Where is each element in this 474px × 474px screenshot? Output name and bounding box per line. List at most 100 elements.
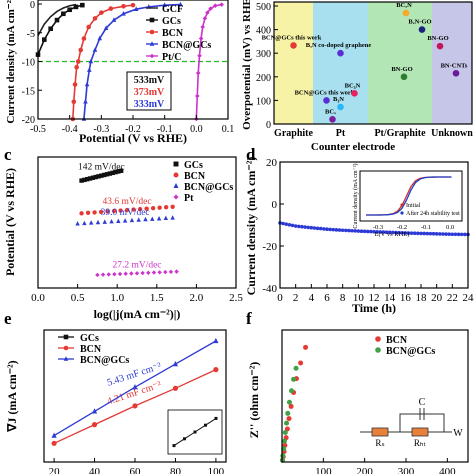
panel-d-point: [328, 227, 332, 232]
panel-c-point: [131, 207, 136, 212]
panel-a-point: [195, 70, 201, 76]
panel-a-overpotential-value: 373mV: [134, 87, 165, 98]
panel-d-ytick-label: 20: [266, 157, 278, 169]
panel-d-inset-legend-label: After 24h stability test: [406, 210, 460, 217]
panel-c-point: [109, 219, 114, 224]
panel-b-ytick-label: 100: [256, 96, 271, 107]
panel-a-legend-marker: [149, 17, 155, 23]
panel-c-frame: [37, 156, 237, 289]
panel-e-inset-point: [214, 416, 218, 420]
panel-d-inset-legend-marker: [400, 203, 404, 207]
panel-b-point: [351, 90, 358, 97]
panel-c-point: [95, 272, 100, 278]
panel-e-legend-marker: [63, 334, 69, 340]
panel-a-legend-marker: [149, 29, 155, 35]
panel-d-point: [369, 229, 373, 234]
panel-c-point: [116, 218, 121, 223]
panel-e-xtick-label: 20: [49, 466, 61, 474]
panel-d-point: [459, 232, 464, 237]
panel-f-xtick-label: 300: [398, 466, 415, 474]
panel-d-point: [300, 224, 304, 229]
panel-d-xtick-label: 2: [293, 292, 299, 304]
panel-d-inset-legend-label: Initial: [406, 203, 421, 209]
panel-b-category-band: [368, 2, 432, 124]
panel-d-point: [406, 231, 411, 235]
panel-e-legend-label: BCN@GCs: [80, 355, 129, 366]
panel-d-point: [419, 231, 423, 236]
panel-d-ytick-label: 0: [272, 199, 278, 211]
panel-d-ytick-label: -40: [262, 283, 277, 295]
panel-d-inset-xtick-label: -0.2: [397, 224, 407, 231]
panel-f-point: [285, 410, 291, 416]
circuit-label-rs: Rₛ: [375, 438, 384, 448]
panel-a-xlabel: Potential (V vs RHE): [79, 131, 187, 145]
panel-d-point: [409, 231, 414, 235]
panel-a-ytick-label: -20: [22, 115, 35, 126]
panel-b-category-label: Unknown: [431, 128, 473, 139]
panel-c-point: [134, 271, 140, 276]
panel-d-point: [412, 231, 417, 236]
panel-f-xtick-label: 200: [356, 466, 373, 474]
panel-a-legend-marker: [149, 53, 155, 59]
panel-d-point: [322, 227, 326, 231]
panel-d-point: [416, 231, 420, 236]
panel-f-ylabel: Z'' (ohm cm⁻²): [247, 362, 261, 439]
panel-c-point: [92, 210, 97, 215]
panel-d-xtick-label: 6: [324, 292, 330, 304]
panel-b-point-label: BC₃N: [345, 82, 361, 89]
panel-d-point: [391, 230, 395, 235]
panel-d-point: [353, 229, 358, 233]
panel-a-legend-label: Pt/C: [162, 52, 181, 63]
panel-c-xtick-label: 0.5: [71, 292, 85, 304]
panel-c-point: [118, 168, 124, 173]
panel-c-point: [170, 204, 175, 209]
panel-f-point: [303, 344, 309, 350]
panel-c-point: [100, 272, 106, 277]
panel-b-point-label: BₓN-GO: [408, 19, 431, 26]
panel-d-point: [441, 232, 445, 236]
panel-f-legend-label: BCN@GCs: [386, 346, 435, 357]
panel-c-point: [79, 211, 84, 216]
panel-c-point: [101, 172, 107, 178]
panel-d-point: [284, 222, 289, 226]
panel-f-xtick-label: 100: [315, 466, 332, 474]
panel-c-point: [111, 208, 117, 214]
panel-c-slope-annotation: 27.2 mV/dec: [112, 260, 161, 270]
panel-f-point: [293, 365, 299, 371]
panel-a-point: [162, 2, 167, 7]
panel-d-point: [400, 231, 405, 235]
panel-a-chart: -0.5 -0.4 -0.3 -0.2 -0.1 0.0 0.1 0 -5 -10 -15 -20 Po…: [5, 0, 234, 145]
circuit-resistor-rs: [371, 427, 389, 437]
panel-d-point: [290, 223, 295, 228]
circuit-label-rct: Rₕₜ: [414, 438, 427, 448]
panel-e-inset-point: [183, 437, 186, 441]
panel-e-chart: 4.21 mF cm⁻²5.43 mF cm⁻²20 40 60 80 100∇J (m…: [5, 329, 227, 474]
panel-d-xtick-label: 22: [447, 292, 458, 304]
panel-c-point: [163, 269, 168, 275]
panel-c-point: [123, 271, 128, 276]
panel-b-category-band: [432, 2, 472, 124]
panel-d-point: [318, 226, 323, 231]
panel-f-point: [298, 360, 304, 366]
panel-c-point: [174, 269, 179, 274]
panel-a-legend-label: BCN: [162, 28, 184, 39]
panel-c-point: [82, 220, 87, 226]
panel-d-xtick-label: 20: [431, 292, 443, 304]
panel-c-slope-annotation: 142 mV/dec: [78, 163, 125, 173]
panel-f-point: [289, 388, 295, 394]
panel-d-xtick-label: 8: [340, 292, 346, 304]
panel-c-slope-annotation: 43.6 mV/dec: [103, 197, 152, 207]
panel-a-point: [48, 26, 53, 32]
panel-c-point: [75, 221, 80, 226]
panel-a-point: [71, 99, 77, 105]
panel-c-point: [110, 170, 115, 176]
panel-a-point: [202, 16, 208, 21]
panel-c-point: [106, 272, 111, 277]
panel-c-point: [85, 210, 91, 216]
panel-f-point: [286, 416, 292, 422]
panel-d-point: [387, 230, 392, 235]
panel-d-point: [356, 229, 361, 233]
panel-d-point: [362, 229, 367, 234]
